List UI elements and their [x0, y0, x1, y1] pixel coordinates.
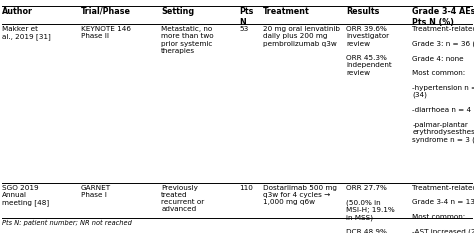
Text: Dostarlimab 500 mg
q3w for 4 cycles →
1,000 mg q6w: Dostarlimab 500 mg q3w for 4 cycles → 1,… — [263, 185, 337, 205]
Text: Treatment: Treatment — [263, 7, 310, 16]
Text: Metastatic, no
more than two
prior systemic
therapies: Metastatic, no more than two prior syste… — [161, 26, 214, 54]
Text: Pts
N: Pts N — [239, 7, 254, 27]
Text: Treatment-related:

Grade 3: n = 36 (68)

Grade 4: none

Most common:

-hyperten: Treatment-related: Grade 3: n = 36 (68) … — [412, 26, 474, 143]
Text: Results: Results — [346, 7, 379, 16]
Text: Treatment-related:

Grade 3-4 n = 13 11.8%

Most common:

-AST increased (2.7): Treatment-related: Grade 3-4 n = 13 11.8… — [412, 185, 474, 233]
Text: Previously
treated
recurrent or
advanced: Previously treated recurrent or advanced — [161, 185, 204, 212]
Text: Pts N: patient number; NR not reached: Pts N: patient number; NR not reached — [2, 220, 132, 226]
Text: ORR 27.7%

(50.0% in
MSI-H; 19.1%
in MSS)

DCR 48.9%: ORR 27.7% (50.0% in MSI-H; 19.1% in MSS)… — [346, 185, 395, 233]
Text: SGO 2019
Annual
meeting [48]: SGO 2019 Annual meeting [48] — [2, 185, 49, 206]
Text: KEYNOTE 146
Phase II: KEYNOTE 146 Phase II — [81, 26, 130, 39]
Text: Makker et
al., 2019 [31]: Makker et al., 2019 [31] — [2, 26, 51, 40]
Text: Author: Author — [2, 7, 33, 16]
Text: Grade 3-4 AEs
Pts N (%): Grade 3-4 AEs Pts N (%) — [412, 7, 474, 27]
Text: 110: 110 — [239, 185, 253, 191]
Text: GARNET
Phase I: GARNET Phase I — [81, 185, 111, 198]
Text: ORR 39.6%
investigator
review

ORR 45.3%
independent
review: ORR 39.6% investigator review ORR 45.3% … — [346, 26, 392, 75]
Text: 53: 53 — [239, 26, 249, 32]
Text: Trial/Phase: Trial/Phase — [81, 7, 130, 16]
Text: Setting: Setting — [161, 7, 194, 16]
Text: 20 mg oral lenvatinib
daily plus 200 mg
pembrolizumab q3w: 20 mg oral lenvatinib daily plus 200 mg … — [263, 26, 340, 47]
